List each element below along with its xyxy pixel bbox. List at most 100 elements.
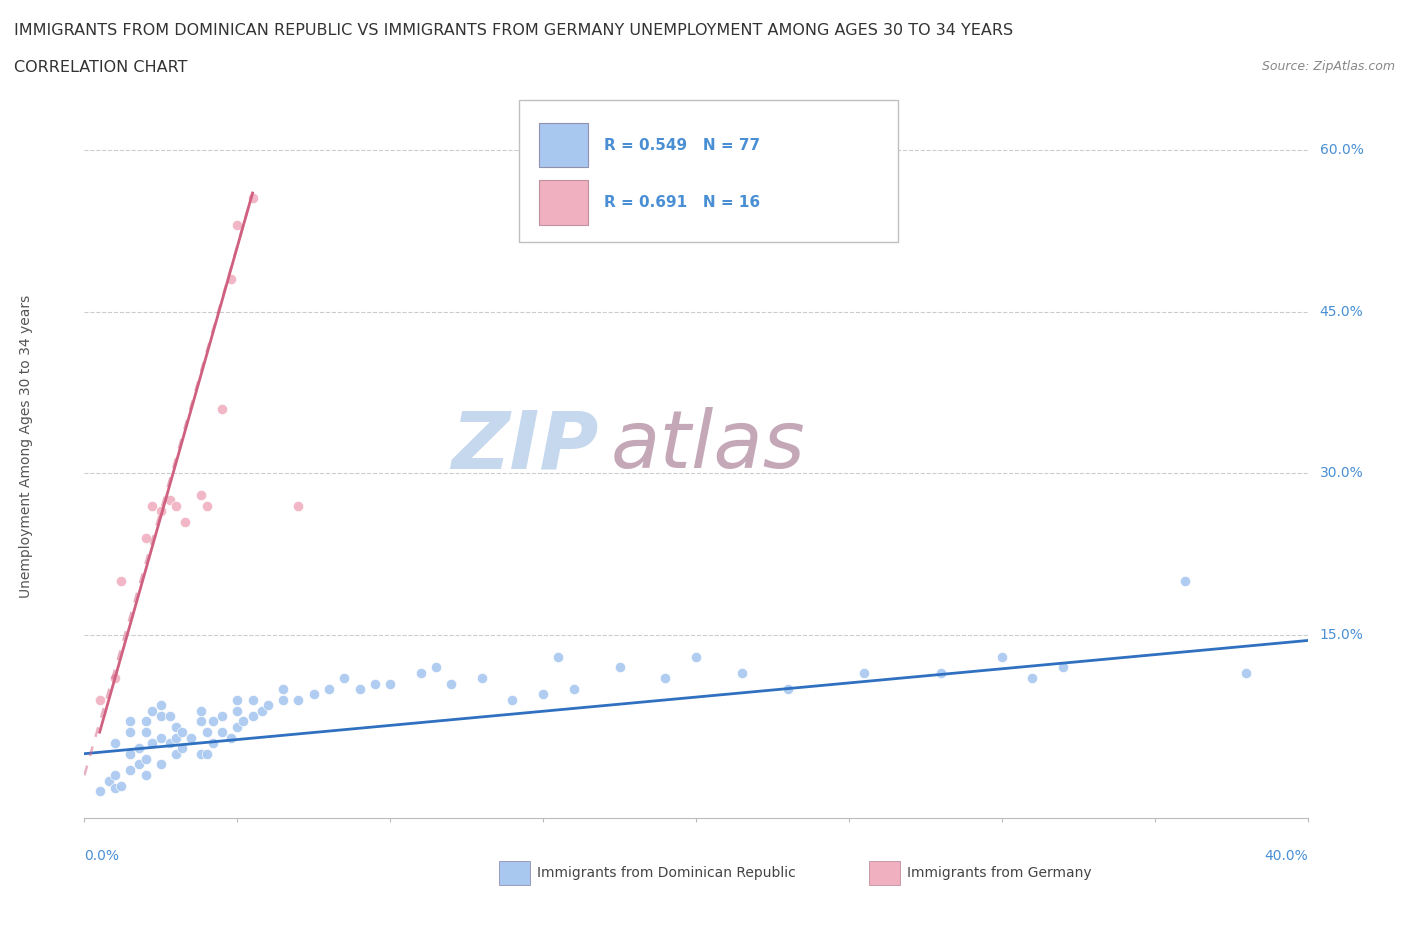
- Text: 60.0%: 60.0%: [1320, 143, 1364, 157]
- Point: [226, 218, 249, 232]
- Point: [380, 676, 402, 691]
- Point: [172, 741, 194, 756]
- Point: [190, 746, 212, 761]
- Point: [853, 665, 876, 680]
- Point: [128, 741, 150, 756]
- Point: [929, 665, 952, 680]
- Point: [149, 730, 172, 745]
- Text: Source: ZipAtlas.com: Source: ZipAtlas.com: [1261, 60, 1395, 73]
- Point: [172, 724, 194, 739]
- FancyBboxPatch shape: [540, 123, 588, 167]
- Point: [562, 682, 585, 697]
- Text: 30.0%: 30.0%: [1320, 466, 1364, 481]
- Point: [120, 763, 142, 777]
- Point: [149, 709, 172, 724]
- Point: [250, 703, 273, 718]
- Text: IMMIGRANTS FROM DOMINICAN REPUBLIC VS IMMIGRANTS FROM GERMANY UNEMPLOYMENT AMONG: IMMIGRANTS FROM DOMINICAN REPUBLIC VS IM…: [14, 23, 1014, 38]
- Text: Immigrants from Germany: Immigrants from Germany: [907, 866, 1091, 881]
- Point: [654, 671, 676, 685]
- Point: [149, 757, 172, 772]
- Point: [159, 736, 181, 751]
- Text: Unemployment Among Ages 30 to 34 years: Unemployment Among Ages 30 to 34 years: [18, 295, 32, 598]
- Point: [141, 498, 163, 513]
- Point: [120, 714, 142, 729]
- Point: [190, 714, 212, 729]
- Text: 40.0%: 40.0%: [1264, 848, 1308, 863]
- Point: [135, 714, 157, 729]
- Point: [211, 401, 233, 416]
- Point: [271, 682, 294, 697]
- Point: [531, 687, 554, 702]
- Point: [364, 676, 387, 691]
- Point: [128, 757, 150, 772]
- Point: [287, 692, 309, 707]
- Point: [165, 730, 187, 745]
- Text: Immigrants from Dominican Republic: Immigrants from Dominican Republic: [537, 866, 796, 881]
- Point: [547, 649, 569, 664]
- Point: [1234, 665, 1257, 680]
- FancyBboxPatch shape: [519, 100, 898, 242]
- Point: [110, 778, 132, 793]
- Point: [440, 676, 463, 691]
- Point: [110, 574, 132, 589]
- FancyBboxPatch shape: [540, 180, 588, 225]
- Text: 0.0%: 0.0%: [84, 848, 120, 863]
- Point: [609, 660, 631, 675]
- Text: atlas: atlas: [610, 407, 806, 485]
- Point: [287, 498, 309, 513]
- Point: [1052, 660, 1074, 675]
- Point: [1021, 671, 1043, 685]
- Point: [135, 724, 157, 739]
- Point: [409, 665, 432, 680]
- Point: [174, 514, 197, 529]
- Point: [165, 498, 187, 513]
- Point: [242, 692, 264, 707]
- Point: [159, 709, 181, 724]
- Point: [180, 730, 202, 745]
- Point: [201, 736, 224, 751]
- Point: [165, 746, 187, 761]
- Text: R = 0.691   N = 16: R = 0.691 N = 16: [605, 195, 761, 210]
- Point: [991, 649, 1014, 664]
- Point: [425, 660, 447, 675]
- Point: [232, 714, 254, 729]
- Text: ZIP: ZIP: [451, 407, 598, 485]
- Point: [159, 493, 181, 508]
- Point: [731, 665, 754, 680]
- Point: [195, 746, 218, 761]
- Point: [226, 692, 249, 707]
- Point: [141, 703, 163, 718]
- Point: [226, 719, 249, 734]
- Point: [135, 751, 157, 766]
- Point: [219, 272, 242, 286]
- Point: [201, 714, 224, 729]
- Point: [120, 746, 142, 761]
- Point: [89, 692, 111, 707]
- Point: [226, 703, 249, 718]
- Point: [1174, 574, 1197, 589]
- Point: [104, 671, 127, 685]
- Point: [89, 784, 111, 799]
- Point: [271, 692, 294, 707]
- Point: [211, 709, 233, 724]
- Point: [471, 671, 494, 685]
- Point: [302, 687, 325, 702]
- Point: [502, 692, 524, 707]
- Point: [242, 191, 264, 206]
- Point: [211, 724, 233, 739]
- Point: [685, 649, 707, 664]
- Point: [135, 531, 157, 546]
- Text: 45.0%: 45.0%: [1320, 305, 1364, 319]
- Text: CORRELATION CHART: CORRELATION CHART: [14, 60, 187, 75]
- Point: [149, 504, 172, 519]
- Point: [333, 671, 356, 685]
- Point: [135, 768, 157, 783]
- Point: [149, 698, 172, 712]
- Point: [349, 682, 371, 697]
- Point: [141, 736, 163, 751]
- FancyBboxPatch shape: [499, 861, 530, 885]
- Text: R = 0.549   N = 77: R = 0.549 N = 77: [605, 138, 761, 153]
- Point: [165, 719, 187, 734]
- Point: [190, 703, 212, 718]
- Point: [190, 487, 212, 502]
